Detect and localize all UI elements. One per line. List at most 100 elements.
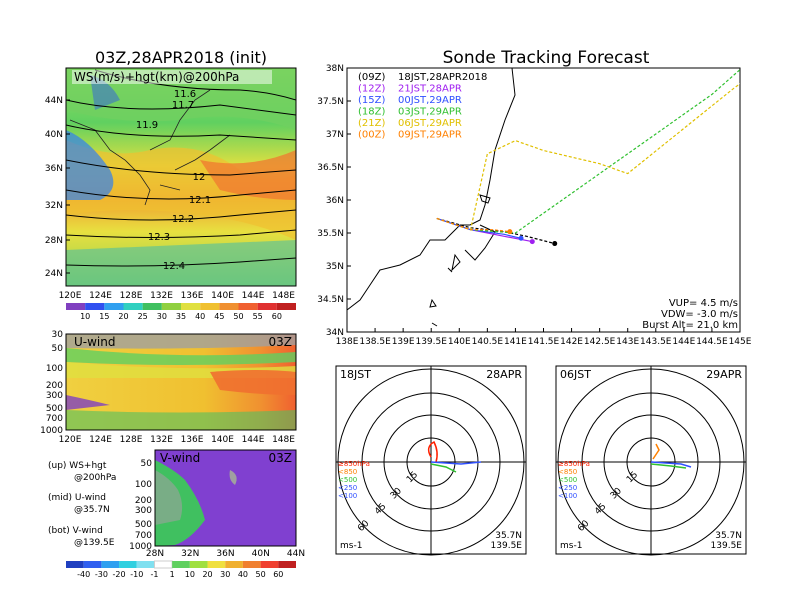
hodograph-left: 18JST 28APR≥850hPa<850<500<250<1001530456…	[335, 365, 527, 556]
vwind-lat-ticks: 28N 32N 36N 40N 44N	[146, 549, 305, 559]
colorbar-label: 55	[253, 312, 263, 321]
colorbar-swatch	[172, 561, 190, 568]
legend-label: 18JST,28APR2018	[398, 72, 487, 83]
colorbar-swatch	[219, 303, 239, 310]
legend-label: 00JST,29APR	[398, 95, 462, 106]
lat-tick-label: 28N	[45, 236, 63, 246]
colorbar-label: -30	[95, 570, 108, 579]
hodo-level-label: ≥850hPa	[558, 460, 590, 468]
vwind-time: 03Z	[269, 451, 293, 465]
lat-tick-label: 37N	[326, 130, 344, 140]
lon-tick-label: 141E	[504, 337, 527, 347]
hodo-level-label: <850	[558, 468, 577, 476]
legend-line: (bot) V-wind	[48, 526, 103, 536]
map-label: WS(m/s)+hgt(km)@200hPa	[74, 70, 239, 84]
lon-tick-label: 142E	[560, 337, 583, 347]
colorbar-swatch	[238, 303, 258, 310]
lon-tick-label: 140E	[448, 337, 471, 347]
track-line	[436, 217, 555, 245]
lat-tick-label: 36N	[45, 164, 63, 174]
pressure-tick-label: 1000	[129, 542, 152, 552]
burst-point	[552, 241, 558, 247]
hodo-unit: ms-1	[560, 541, 582, 551]
vwind-label: V-wind	[160, 451, 200, 465]
left-title: 03Z,28APR2018 (init)	[95, 48, 267, 67]
lat-tick-label: 36.5N	[317, 163, 344, 173]
colorbar-label: 40	[238, 570, 248, 579]
hodo-unit: ms-1	[340, 541, 362, 551]
colorbar-swatch	[119, 561, 137, 568]
legend-line: @139.5E	[74, 538, 115, 548]
lat-tick-label: 40N	[252, 549, 270, 559]
colorbar-label: 10	[80, 312, 90, 321]
lon-tick-label: 142.5E	[584, 337, 616, 347]
hodo-level-label: <250	[338, 484, 357, 492]
colorbar-label: -20	[113, 570, 126, 579]
lon-tick-label: 144E	[672, 337, 695, 347]
colorbar-label: 60	[272, 312, 282, 321]
colorbar-label: 15	[99, 312, 109, 321]
lon-tick-label: 138E	[336, 337, 359, 347]
legend-label: 06JST,29APR	[398, 118, 462, 129]
colorbar-label: 20	[202, 570, 212, 579]
lat-tick-label: 36N	[326, 196, 344, 206]
legend-code: (00Z)	[358, 130, 385, 141]
lon-tick-label: 128E	[120, 291, 143, 301]
ws-lat-ticks: 44N 40N 36N 32N 28N 24N	[45, 96, 70, 279]
legend-line: @35.7N	[74, 505, 110, 515]
legend-line: (up) WS+hgt	[48, 461, 107, 471]
pressure-tick-label: 200	[46, 381, 63, 391]
ws-lon-ticks: 120E 124E 128E 132E 136E 140E 144E 148E	[59, 291, 296, 301]
colorbar-swatch	[104, 303, 124, 310]
lat-tick-label: 40N	[45, 130, 63, 140]
lon-tick-label: 143.5E	[640, 337, 672, 347]
burst-point	[507, 229, 513, 235]
pressure-tick-label: 100	[135, 480, 152, 490]
lat-tick-label: 32N	[181, 549, 199, 559]
colorbar-swatch	[276, 303, 296, 310]
lon-tick-label: 132E	[150, 435, 173, 445]
map-label-bg	[72, 70, 272, 84]
lon-tick-label: 139E	[392, 337, 415, 347]
lat-tick-label: 37.5N	[317, 97, 344, 107]
uwind-label: U-wind	[74, 335, 115, 349]
legend-code: (15Z)	[358, 95, 385, 106]
colorbar-swatch	[142, 303, 162, 310]
hodo-level-label: <100	[558, 492, 577, 500]
colorbar-label: 30	[220, 570, 230, 579]
colorbar-swatch	[242, 561, 261, 568]
lat-tick-label: 38N	[326, 64, 344, 74]
colorbar-label: 50	[256, 570, 266, 579]
hodo-date: 28APR	[486, 368, 522, 381]
contour-label: 12	[193, 172, 206, 183]
legend-code: (12Z)	[358, 84, 385, 95]
colorbar-swatch	[83, 561, 102, 568]
lat-tick-label: 36N	[216, 549, 234, 559]
ws-colorbar: 10 15 20 25 30 35 40 45 50 55 60	[66, 303, 296, 321]
hodo-lat: 35.7N	[715, 531, 742, 541]
lat-tick-label: 35.5N	[317, 229, 344, 239]
pressure-tick-label: 700	[46, 414, 63, 424]
hodo-trace	[650, 463, 687, 469]
track-params: VUP= 4.5 m/s VDW= -3.0 m/s Burst Alt= 21…	[642, 298, 738, 331]
lon-tick-label: 148E	[272, 435, 295, 445]
lon-tick-label: 136E	[181, 435, 204, 445]
hodo-date: 29APR	[706, 368, 742, 381]
hodo-level-label: ≥850hPa	[338, 460, 370, 468]
uwind-lon-ticks: 120E 124E 128E 132E 136E 140E 144E 148E	[59, 435, 296, 445]
lat-tick-label: 28N	[146, 549, 164, 559]
legend-code: (18Z)	[358, 107, 385, 118]
hodo-time: 18JST	[340, 368, 371, 381]
left-legend: (up) WS+hgt @200hPa (mid) U-wind @35.7N …	[48, 461, 116, 548]
colorbar-label: -40	[77, 570, 90, 579]
pressure-tick-label: 300	[46, 391, 63, 401]
lon-tick-label: 140E	[211, 291, 234, 301]
pressure-tick-label: 1000	[40, 426, 63, 436]
vdw-text: VDW= -3.0 m/s	[661, 309, 738, 320]
wind-colorbar: -40 -30 -20 -10 -1 1 10 20 30 40 50 60	[66, 560, 296, 579]
lon-tick-label: 144E	[242, 435, 265, 445]
ws-map-field	[66, 68, 296, 286]
colorbar-swatch	[101, 561, 120, 568]
